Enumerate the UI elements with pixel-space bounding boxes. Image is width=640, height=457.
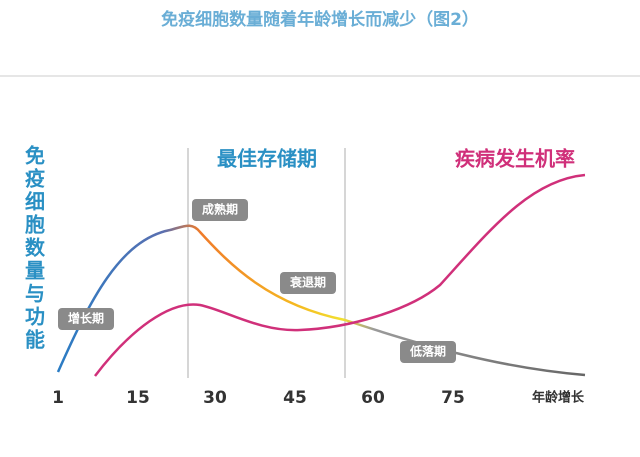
phase-tag: 成熟期 [192,199,248,221]
phase-label: 增长期 [68,311,104,326]
y-axis-label: 免疫细胞数量与功能 [22,144,46,352]
phase-label: 成熟期 [202,202,238,217]
section-label: 最佳存储期 [217,147,317,171]
section-label: 疾病发生机率 [455,147,575,171]
phase-label: 衰退期 [289,275,326,290]
phase-tag: 增长期 [58,308,114,330]
phase-label: 低落期 [409,344,446,359]
x-tick-label: 60 [361,388,385,408]
x-tick-label: 1 [52,388,64,408]
x-axis-label: 年龄增长 [532,390,585,406]
disease-curve [94,173,586,377]
x-tick-label: 75 [441,388,465,408]
phase-box [192,199,248,221]
immune-curve [56,224,586,377]
phase-box [400,341,456,363]
phase-box [58,308,114,330]
x-tick-label: 15 [126,388,150,408]
title: 免疫细胞数量随着年龄增长而减少（图2） [161,9,479,30]
x-tick-label: 45 [283,388,307,408]
x-tick-label: 30 [203,388,227,408]
phase-box [280,272,336,294]
phase-tag: 低落期 [400,341,456,363]
phase-tag: 衰退期 [280,272,336,294]
